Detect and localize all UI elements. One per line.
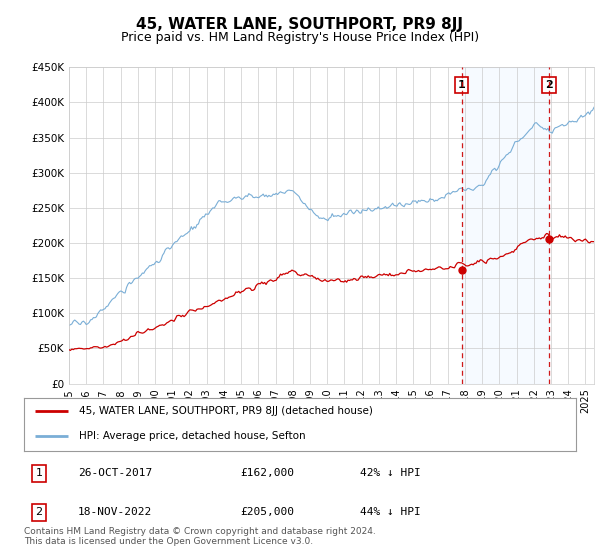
Text: 1: 1 [458, 80, 466, 90]
Text: £162,000: £162,000 [240, 468, 294, 478]
Text: 26-OCT-2017: 26-OCT-2017 [78, 468, 152, 478]
Text: 2: 2 [35, 507, 43, 517]
Text: 45, WATER LANE, SOUTHPORT, PR9 8JJ: 45, WATER LANE, SOUTHPORT, PR9 8JJ [137, 17, 464, 32]
Text: HPI: Average price, detached house, Sefton: HPI: Average price, detached house, Seft… [79, 431, 306, 441]
Text: £205,000: £205,000 [240, 507, 294, 517]
Text: Contains HM Land Registry data © Crown copyright and database right 2024.
This d: Contains HM Land Registry data © Crown c… [24, 526, 376, 546]
Text: 45, WATER LANE, SOUTHPORT, PR9 8JJ (detached house): 45, WATER LANE, SOUTHPORT, PR9 8JJ (deta… [79, 407, 373, 417]
Text: 2: 2 [545, 80, 553, 90]
Text: 42% ↓ HPI: 42% ↓ HPI [360, 468, 421, 478]
Text: Price paid vs. HM Land Registry's House Price Index (HPI): Price paid vs. HM Land Registry's House … [121, 31, 479, 44]
Text: 1: 1 [35, 468, 43, 478]
Bar [462, 67, 549, 384]
Text: 44% ↓ HPI: 44% ↓ HPI [360, 507, 421, 517]
Text: 18-NOV-2022: 18-NOV-2022 [78, 507, 152, 517]
